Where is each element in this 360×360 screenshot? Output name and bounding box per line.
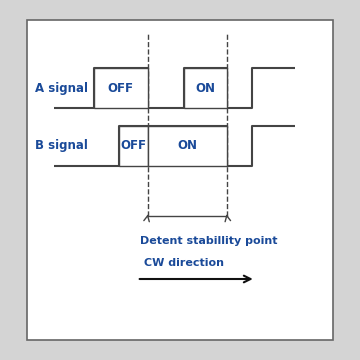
Text: ON: ON bbox=[195, 82, 215, 95]
Text: OFF: OFF bbox=[120, 139, 146, 152]
Text: B signal: B signal bbox=[35, 139, 88, 152]
Text: ON: ON bbox=[177, 139, 197, 152]
Bar bbox=[184, 68, 227, 108]
Text: A signal: A signal bbox=[35, 82, 88, 95]
Text: CW direction: CW direction bbox=[144, 258, 224, 268]
Bar bbox=[148, 126, 227, 166]
Bar bbox=[119, 126, 148, 166]
Text: OFF: OFF bbox=[108, 82, 134, 95]
Bar bbox=[94, 68, 148, 108]
Text: Detent stabillity point: Detent stabillity point bbox=[140, 236, 278, 246]
Bar bbox=[27, 20, 333, 340]
